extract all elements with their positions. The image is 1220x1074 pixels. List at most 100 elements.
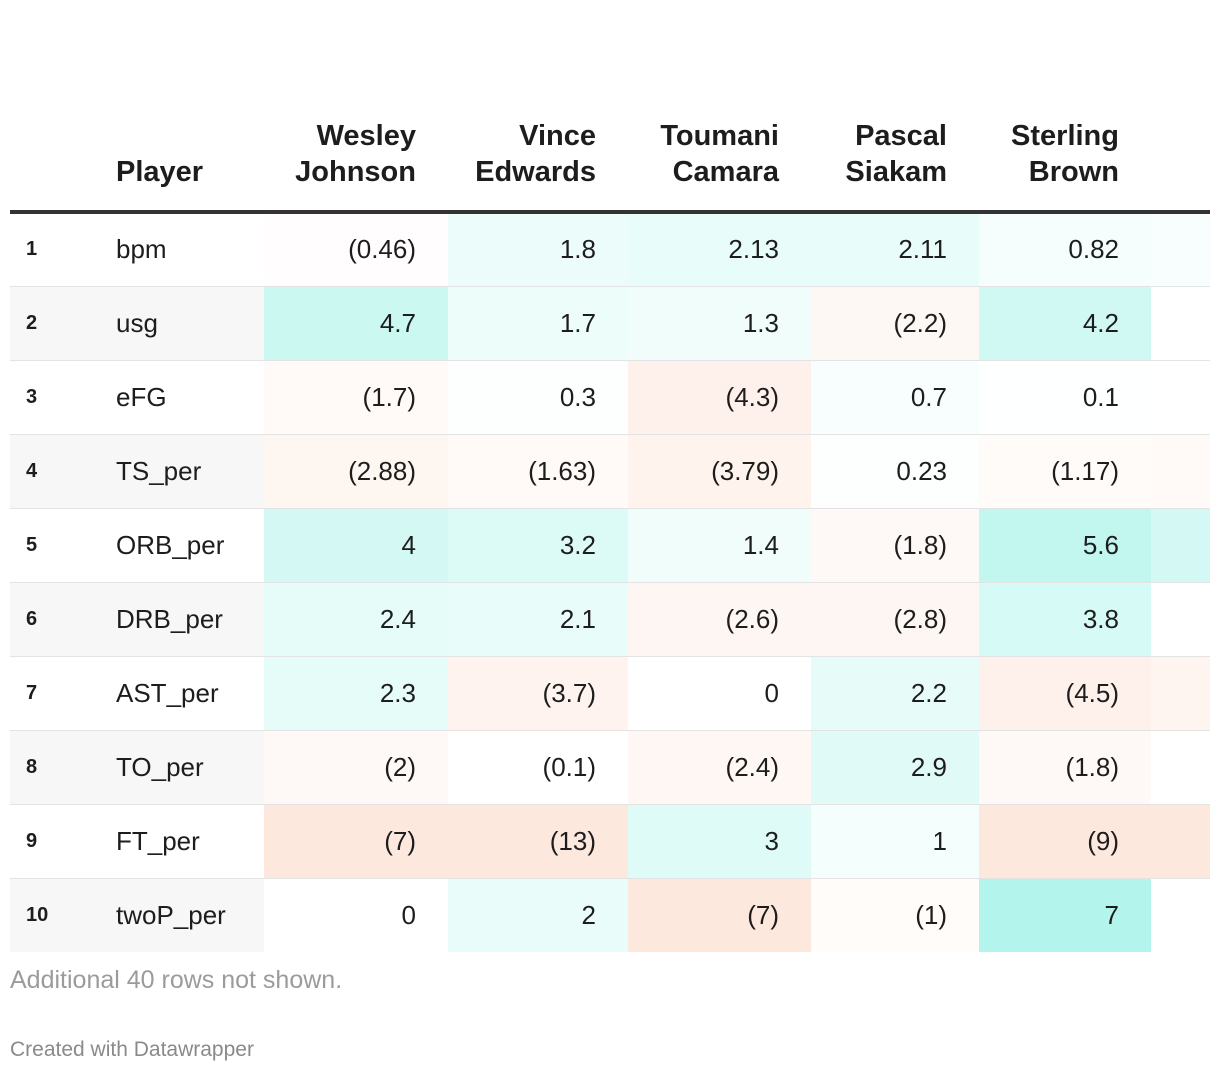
- table-row: 3 eFG (1.7) 0.3 (4.3) 0.7 0.1: [10, 360, 1210, 434]
- data-table-container: Player Wesley Johnson Vince Edwards Touman…: [10, 110, 1210, 952]
- table-cell: 0.7: [811, 360, 979, 434]
- row-rank: 9: [26, 829, 38, 852]
- data-table: Player Wesley Johnson Vince Edwards Touman…: [10, 110, 1210, 952]
- table-cell: 0: [764, 677, 779, 708]
- header-col-4[interactable]: Sterling Brown: [1011, 120, 1119, 188]
- row-stat-name: AST_per: [116, 677, 219, 708]
- row-stat-name: TO_per: [108, 730, 264, 804]
- table-cell: 2.2: [811, 656, 979, 730]
- row-stat-name: FT_per: [116, 825, 200, 856]
- table-cell: [1151, 360, 1210, 434]
- row-stat-name: bpm: [116, 234, 167, 265]
- table-cell: [1151, 804, 1210, 878]
- table-cell: (1): [811, 878, 979, 952]
- table-cell: (4.5): [979, 656, 1151, 730]
- table-cell: (1.8): [979, 730, 1151, 804]
- table-cell: [1151, 730, 1210, 804]
- header-col-0[interactable]: Wesley Johnson: [295, 120, 416, 188]
- table-cell: 2.3: [264, 656, 448, 730]
- table-cell: [1151, 212, 1210, 286]
- row-rank: 4: [10, 434, 108, 508]
- table-cell: [1151, 434, 1210, 508]
- row-stat-name: TS_per: [108, 434, 264, 508]
- row-stat-name: DRB_per: [108, 582, 264, 656]
- table-row: 2 usg 4.7 1.7 1.3 (2.2) 4.2: [10, 286, 1210, 360]
- table-cell: 0.3: [448, 360, 628, 434]
- table-cell: [1151, 878, 1210, 952]
- table-cell: 3.8: [979, 582, 1151, 656]
- table-row: 10 twoP_per 0 2 (7) (1) 7: [10, 878, 1210, 952]
- table-cell: 2: [448, 878, 628, 952]
- table-row: 7 AST_per 2.3 (3.7) 0 2.2 (4.5): [10, 656, 1210, 730]
- row-rank: 3: [26, 385, 38, 408]
- rows-not-shown-note: Additional 40 rows not shown.: [10, 966, 343, 994]
- table-cell: 0: [401, 899, 416, 930]
- table-cell: 7: [979, 878, 1151, 952]
- table-cell: (2.2): [811, 286, 979, 360]
- datawrapper-credit[interactable]: Created with Datawrapper: [10, 1038, 254, 1061]
- table-cell: (7): [264, 804, 448, 878]
- table-cell: 4.2: [979, 286, 1151, 360]
- table-row: 4 TS_per (2.88) (1.63) (3.79) 0.23 (1.17): [10, 434, 1210, 508]
- table-cell: [1151, 656, 1210, 730]
- table-cell: (2.6): [628, 582, 811, 656]
- row-stat-name: usg: [108, 286, 264, 360]
- table-cell: 1.7: [448, 286, 628, 360]
- table-cell: 2.1: [448, 582, 628, 656]
- table-row: 1 bpm (0.46) 1.8 2.13 2.11 0.82: [10, 212, 1210, 286]
- row-rank: 1: [26, 238, 38, 261]
- table-cell: 5.6: [979, 508, 1151, 582]
- table-body: 1 bpm (0.46) 1.8 2.13 2.11 0.82 2 usg 4.7 1.7 1.3 (2…: [10, 212, 1210, 952]
- table-cell: 4: [264, 508, 448, 582]
- table-row: 8 TO_per (2) (0.1) (2.4) 2.9 (1.8): [10, 730, 1210, 804]
- table-cell: 1.3: [628, 286, 811, 360]
- table-cell: (3.79): [628, 434, 811, 508]
- table-cell: (3.7): [448, 656, 628, 730]
- table-cell: 2.9: [811, 730, 979, 804]
- header-col-5[interactable]: Qu: [1151, 110, 1210, 212]
- row-rank: 8: [10, 730, 108, 804]
- row-rank: 5: [26, 533, 38, 556]
- table-cell: (0.1): [448, 730, 628, 804]
- table-cell: 0.23: [811, 434, 979, 508]
- table-cell: (7): [628, 878, 811, 952]
- table-header: Player Wesley Johnson Vince Edwards Touman…: [10, 110, 1210, 212]
- header-player[interactable]: Player: [116, 156, 204, 188]
- header-col-1[interactable]: Vince Edwards: [475, 120, 596, 188]
- table-cell: [1151, 508, 1210, 582]
- table-cell: (2.4): [628, 730, 811, 804]
- header-col-2[interactable]: Toumani Camara: [660, 120, 779, 188]
- table-cell: 0.1: [979, 360, 1151, 434]
- header-rank: [10, 110, 108, 212]
- table-cell: (2.88): [264, 434, 448, 508]
- table-cell: 1: [811, 804, 979, 878]
- row-rank: 6: [10, 582, 108, 656]
- table-cell: (0.46): [264, 212, 448, 286]
- table-cell: (1.8): [811, 508, 979, 582]
- table-cell: [1151, 286, 1210, 360]
- row-rank: 10: [10, 878, 108, 952]
- row-stat-name: twoP_per: [108, 878, 264, 952]
- table-cell: (1.63): [448, 434, 628, 508]
- table-cell: (1.7): [264, 360, 448, 434]
- table-cell: 0.82: [979, 212, 1151, 286]
- table-cell: (4.3): [628, 360, 811, 434]
- table-cell: (2.8): [811, 582, 979, 656]
- table-cell: [1151, 582, 1210, 656]
- table-cell: 2.11: [811, 212, 979, 286]
- table-cell: 1.4: [628, 508, 811, 582]
- table-cell: (2): [264, 730, 448, 804]
- table-cell: 1.8: [448, 212, 628, 286]
- row-rank: 2: [10, 286, 108, 360]
- table-cell: 4.7: [264, 286, 448, 360]
- table-cell: (1.17): [979, 434, 1151, 508]
- table-cell: 3.2: [448, 508, 628, 582]
- table-row: 5 ORB_per 4 3.2 1.4 (1.8) 5.6: [10, 508, 1210, 582]
- row-stat-name: ORB_per: [116, 529, 225, 560]
- table-row: 9 FT_per (7) (13) 3 1 (9): [10, 804, 1210, 878]
- table-cell: 2.4: [264, 582, 448, 656]
- header-row: Player Wesley Johnson Vince Edwards Touman…: [10, 110, 1210, 212]
- row-rank: 7: [26, 681, 38, 704]
- table-row: 6 DRB_per 2.4 2.1 (2.6) (2.8) 3.8: [10, 582, 1210, 656]
- header-col-3[interactable]: Pascal Siakam: [845, 120, 947, 188]
